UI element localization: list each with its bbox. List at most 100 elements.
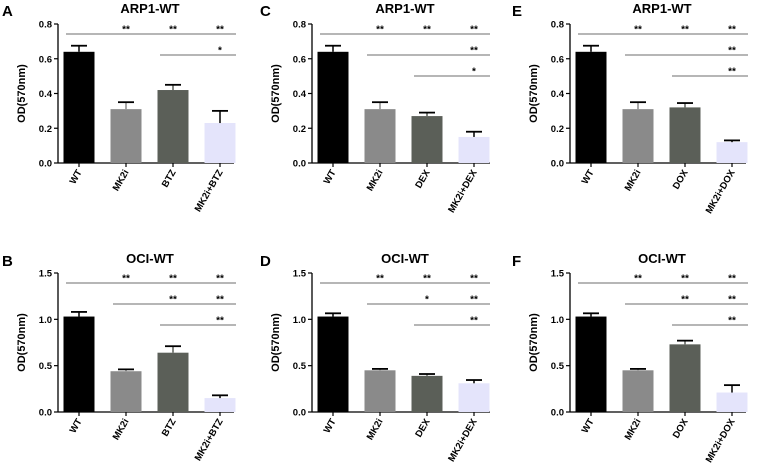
chart-title: ARP1-WT bbox=[632, 1, 691, 16]
y-axis-label: OD(570nm) bbox=[528, 313, 540, 372]
y-axis-label: OD(570nm) bbox=[16, 64, 28, 123]
panel-label: F bbox=[512, 253, 521, 270]
y-tick-label: 0.4 bbox=[293, 89, 307, 100]
y-axis-label: OD(570nm) bbox=[16, 313, 28, 372]
significance-mark: ** bbox=[423, 25, 431, 36]
significance-mark: * bbox=[425, 295, 429, 306]
significance-mark: ** bbox=[728, 25, 736, 36]
x-tick-label: MK2i bbox=[365, 168, 386, 193]
bar bbox=[204, 123, 236, 163]
x-tick-label: MK2i bbox=[623, 417, 644, 442]
significance-mark: ** bbox=[681, 25, 689, 36]
y-tick-label: 1.5 bbox=[551, 269, 565, 280]
bar bbox=[411, 116, 443, 163]
x-tick-label: MK2i bbox=[111, 168, 132, 193]
significance-mark: ** bbox=[728, 67, 736, 78]
significance-mark: ** bbox=[470, 46, 478, 57]
significance-mark: ** bbox=[728, 46, 736, 57]
bar bbox=[575, 51, 607, 163]
chart-panel-f: F OCI-WT OD(570nm) 0.0 0.5 1.0 1.5 WT MK2i DOX MK2… bbox=[512, 251, 748, 465]
x-tick-label: MK2i+BTZ bbox=[193, 168, 226, 214]
significance-mark: ** bbox=[376, 25, 384, 36]
significance-mark: ** bbox=[376, 274, 384, 285]
y-tick-label: 0.6 bbox=[551, 54, 564, 65]
bar bbox=[716, 392, 748, 412]
bar bbox=[204, 398, 236, 412]
bar bbox=[317, 316, 349, 412]
y-tick-label: 0.0 bbox=[293, 159, 306, 170]
bar bbox=[622, 109, 654, 163]
x-tick-label: WT bbox=[580, 168, 597, 186]
significance-mark: * bbox=[218, 46, 222, 57]
significance-mark: ** bbox=[728, 316, 736, 327]
significance-mark: ** bbox=[470, 274, 478, 285]
y-axis-label: OD(570nm) bbox=[528, 64, 540, 123]
x-tick-label: MK2i+DEX bbox=[446, 167, 480, 214]
chart-panel-a: A ARP1-WT OD(570nm) 0.0 0.2 0.4 0.6 0.8 WT MK2i BT… bbox=[2, 1, 236, 214]
panel-label: E bbox=[512, 3, 522, 20]
chart-title: OCI-WT bbox=[381, 251, 429, 266]
significance-mark: ** bbox=[216, 25, 224, 36]
x-tick-label: MK2i bbox=[623, 168, 644, 193]
y-tick-label: 0.2 bbox=[293, 124, 306, 135]
chart-title: ARP1-WT bbox=[120, 1, 179, 16]
bar bbox=[716, 142, 748, 163]
chart-title: OCI-WT bbox=[638, 251, 686, 266]
chart-panel-e: E ARP1-WT OD(570nm) 0.0 0.2 0.4 0.6 0.8 WT MK2i DO… bbox=[512, 1, 748, 216]
x-tick-label: MK2i bbox=[111, 417, 132, 442]
y-tick-label: 0.0 bbox=[39, 408, 52, 419]
bar bbox=[157, 90, 189, 163]
y-tick-label: 0.0 bbox=[293, 408, 306, 419]
x-tick-label: MK2i+BTZ bbox=[193, 417, 226, 463]
significance-mark: ** bbox=[728, 274, 736, 285]
bar bbox=[411, 375, 443, 412]
significance-mark: ** bbox=[216, 295, 224, 306]
bar bbox=[157, 352, 189, 412]
significance-mark: ** bbox=[169, 274, 177, 285]
panel-label: A bbox=[2, 3, 13, 20]
chart-title: OCI-WT bbox=[126, 251, 174, 266]
y-axis-label: OD(570nm) bbox=[270, 64, 282, 123]
significance-mark: ** bbox=[423, 274, 431, 285]
bar bbox=[622, 370, 654, 412]
x-tick-label: MK2i+DOX bbox=[704, 416, 738, 464]
x-tick-label: WT bbox=[322, 417, 339, 435]
significance-mark: ** bbox=[470, 295, 478, 306]
significance-mark: ** bbox=[216, 316, 224, 327]
x-tick-label: MK2i bbox=[365, 417, 386, 442]
x-tick-label: DOX bbox=[671, 167, 691, 191]
significance-mark: ** bbox=[681, 274, 689, 285]
x-tick-label: WT bbox=[68, 417, 85, 435]
significance-mark: ** bbox=[122, 274, 130, 285]
y-tick-label: 1.5 bbox=[293, 269, 307, 280]
y-tick-label: 0.4 bbox=[551, 89, 565, 100]
x-tick-label: MK2i+DEX bbox=[446, 416, 480, 463]
bar bbox=[669, 107, 701, 163]
y-tick-label: 0.8 bbox=[551, 20, 564, 31]
significance-mark: ** bbox=[169, 25, 177, 36]
y-tick-label: 0.0 bbox=[551, 159, 564, 170]
bar bbox=[110, 109, 142, 163]
x-tick-label: BTZ bbox=[160, 168, 179, 190]
y-tick-label: 0.0 bbox=[39, 159, 52, 170]
bar bbox=[669, 344, 701, 412]
chart-title: ARP1-WT bbox=[375, 1, 434, 16]
y-axis-label: OD(570nm) bbox=[270, 313, 282, 372]
x-tick-label: DEX bbox=[413, 167, 433, 190]
y-tick-label: 0.5 bbox=[293, 361, 307, 372]
significance-mark: ** bbox=[470, 25, 478, 36]
significance-mark: ** bbox=[122, 25, 130, 36]
significance-mark: ** bbox=[216, 274, 224, 285]
panel-label: D bbox=[260, 253, 271, 270]
x-tick-label: DEX bbox=[413, 416, 433, 439]
y-tick-label: 1.5 bbox=[39, 269, 53, 280]
y-tick-label: 0.6 bbox=[293, 54, 306, 65]
significance-mark: ** bbox=[634, 274, 642, 285]
significance-mark: ** bbox=[470, 316, 478, 327]
x-tick-label: WT bbox=[68, 168, 85, 186]
y-tick-label: 1.0 bbox=[551, 315, 564, 326]
significance-mark: * bbox=[472, 67, 476, 78]
bar bbox=[364, 109, 396, 163]
y-tick-label: 1.0 bbox=[293, 315, 306, 326]
